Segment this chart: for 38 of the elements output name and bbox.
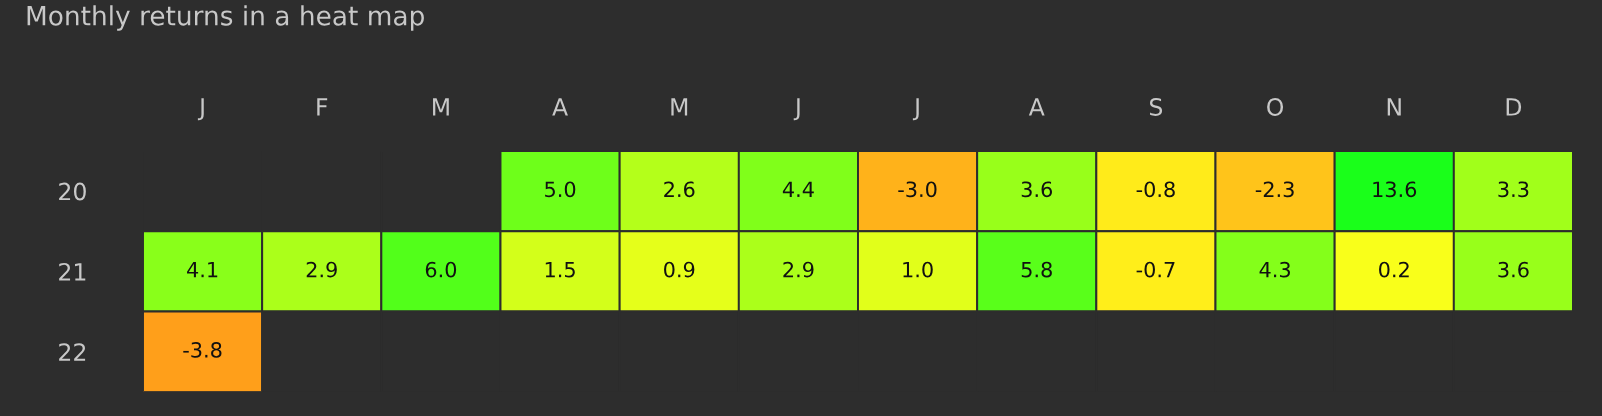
data-label: 0.9 [664,261,695,278]
x-tick-label: S [1149,98,1163,116]
data-label: 5.8 [1021,261,1052,278]
data-label: 4.1 [187,262,218,278]
data-label: 0.2 [1379,261,1409,278]
data-label: -3.8 [183,342,222,358]
data-label: 4.3 [1259,261,1290,278]
x-tick-label: N [1387,98,1401,116]
chart-title: Monthly returns in a heat map [27,5,424,31]
y-tick-label: 21 [59,262,86,281]
x-tick-label: J [197,98,204,121]
x-tick-label: O [1267,98,1284,116]
data-label: 5.0 [545,181,576,198]
x-tick-label: A [1028,98,1045,116]
data-label: 1.0 [903,261,933,278]
data-label: 3.6 [1021,181,1052,198]
x-tick-label: A [552,98,568,116]
data-label: 2.9 [306,261,337,278]
data-label: 1.5 [545,262,575,278]
x-tick-label: D [1506,98,1522,116]
data-label: -0.7 [1136,261,1175,278]
data-label: -0.8 [1136,181,1175,198]
data-label: 13.6 [1373,181,1417,198]
data-label: 3.6 [1498,261,1529,278]
x-tick-label: M [433,98,449,116]
y-tick-label: 22 [59,343,86,361]
data-label: 2.6 [664,181,695,198]
data-label: 2.9 [783,261,814,278]
x-tick-label: F [317,98,328,116]
data-label: 4.4 [782,181,814,197]
y-tick-label: 20 [59,182,86,201]
x-tick-label: J [912,98,919,121]
data-label: 3.3 [1498,181,1529,198]
x-tick-label: J [793,98,800,121]
data-label: -3.0 [898,181,937,198]
data-label: 6.0 [425,261,457,278]
x-tick-label: M [671,98,688,116]
data-label: -2.3 [1255,181,1294,198]
